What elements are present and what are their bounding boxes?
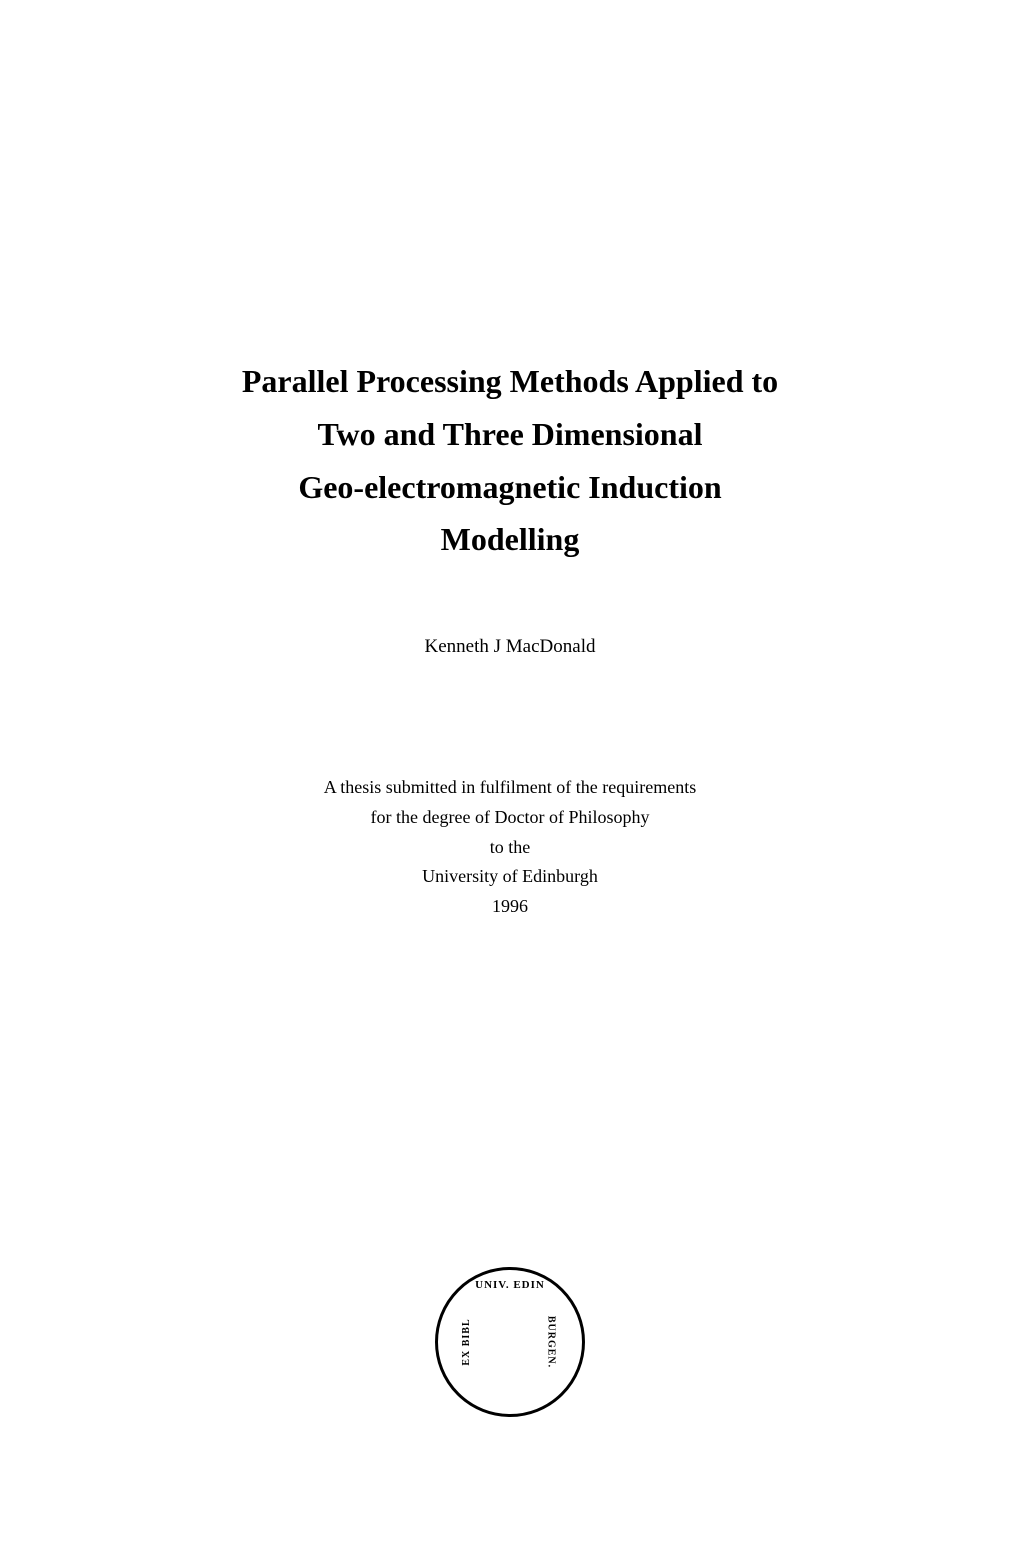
submission-line-2: for the degree of Doctor of Philosophy bbox=[115, 803, 905, 833]
title-line-3: Geo-electromagnetic Induction bbox=[115, 461, 905, 514]
seal-text-container: UNIV. EDIN EX BIBL BURGEN. bbox=[435, 1267, 585, 1417]
submission-line-1: A thesis submitted in fulfilment of the … bbox=[115, 773, 905, 803]
title-line-2: Two and Three Dimensional bbox=[115, 408, 905, 461]
title-line-4: Modelling bbox=[115, 513, 905, 566]
seal-text-top: UNIV. EDIN bbox=[435, 1279, 585, 1291]
thesis-title: Parallel Processing Methods Applied to T… bbox=[115, 355, 905, 566]
submission-line-4: University of Edinburgh bbox=[115, 862, 905, 892]
submission-line-3: to the bbox=[115, 833, 905, 863]
submission-year: 1996 bbox=[115, 892, 905, 922]
seal-text-left: EX BIBL bbox=[461, 1318, 472, 1365]
thesis-title-page: Parallel Processing Methods Applied to T… bbox=[0, 0, 1020, 1547]
title-line-1: Parallel Processing Methods Applied to bbox=[115, 355, 905, 408]
submission-statement: A thesis submitted in fulfilment of the … bbox=[115, 773, 905, 921]
seal-text-right: BURGEN. bbox=[545, 1316, 556, 1368]
university-seal: UNIV. EDIN EX BIBL BURGEN. bbox=[435, 1267, 585, 1417]
author-name: Kenneth J MacDonald bbox=[115, 636, 905, 658]
